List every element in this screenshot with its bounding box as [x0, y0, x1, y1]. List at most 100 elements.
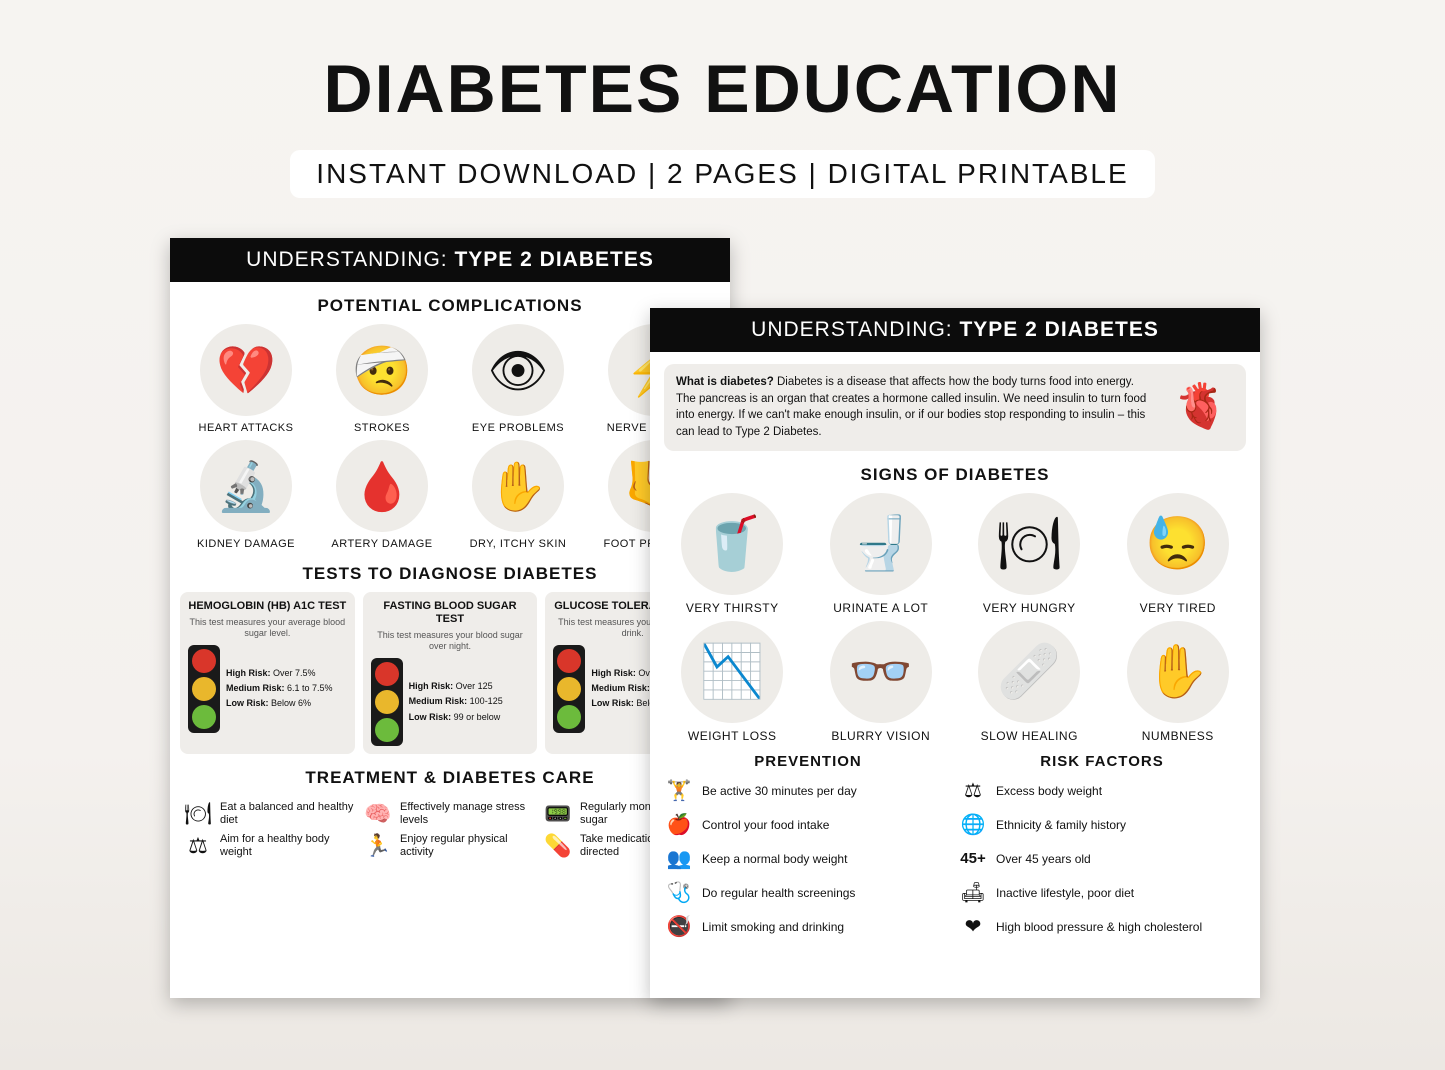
subtitle-pill: INSTANT DOWNLOAD | 2 PAGES | DIGITAL PRI…	[290, 150, 1154, 198]
treat-icon: 💊	[544, 832, 572, 860]
header-bold: TYPE 2 DIABETES	[959, 318, 1158, 341]
signs-grid: 🥤 VERY THIRSTY 🚽 URINATE A LOT 🍽 VERY HU…	[650, 493, 1260, 743]
sign-6: 🩹 SLOW HEALING	[957, 621, 1102, 743]
treat-item-1: 🧠 Effectively manage stress levels	[364, 800, 536, 828]
complication-6-icon: ✋	[472, 440, 564, 532]
traffic-light-icon	[188, 645, 220, 733]
complications-title: POTENTIAL COMPLICATIONS	[170, 296, 730, 316]
risk-item-4-icon: ❤	[960, 914, 986, 940]
prevention-item-4-text: Limit smoking and drinking	[702, 920, 844, 934]
prevention-item-3-text: Do regular health screenings	[702, 886, 855, 900]
prevention-item-1-icon: 🍎	[666, 812, 692, 838]
risk-item-0-icon: ⚖	[960, 778, 986, 804]
treat-icon: 🧠	[364, 800, 392, 828]
complication-2-icon: 👁	[472, 324, 564, 416]
sign-3: 😓 VERY TIRED	[1106, 493, 1251, 615]
complication-5: 🩸 ARTERY DAMAGE	[316, 440, 448, 550]
treat-text: Enjoy regular physical activity	[400, 833, 536, 859]
risk-item-1: 🌐 Ethnicity & family history	[960, 812, 1244, 838]
page-2: UNDERSTANDING: TYPE 2 DIABETES What is d…	[650, 308, 1260, 998]
sign-5-icon: 👓	[830, 621, 932, 723]
risk-lines: High Risk: Over 7.5% Medium Risk: 6.1 to…	[226, 666, 333, 712]
prevention-item-2-icon: 👥	[666, 846, 692, 872]
complication-1-icon: 🤕	[336, 324, 428, 416]
treat-item-3: ⚖ Aim for a healthy body weight	[184, 832, 356, 860]
risk-item-3-icon: 🛋	[960, 880, 986, 906]
treat-text: Eat a balanced and healthy diet	[220, 801, 356, 827]
complication-0-icon: 💔	[200, 324, 292, 416]
prevention-item-4: 🚭 Limit smoking and drinking	[666, 914, 950, 940]
tests-title: TESTS TO DIAGNOSE DIABETES	[170, 564, 730, 584]
signs-title: SIGNS OF DIABETES	[650, 465, 1260, 485]
risk-item-4-text: High blood pressure & high cholesterol	[996, 920, 1202, 934]
sign-7-label: NUMBNESS	[1106, 729, 1251, 743]
risk-item-2-text: Over 45 years old	[996, 852, 1091, 866]
complication-0: 💔 HEART ATTACKS	[180, 324, 312, 434]
sign-2-icon: 🍽	[978, 493, 1080, 595]
sign-4-label: WEIGHT LOSS	[660, 729, 805, 743]
sign-1-label: URINATE A LOT	[809, 601, 954, 615]
header-thin: UNDERSTANDING:	[751, 318, 952, 341]
pages-stage: UNDERSTANDING: TYPE 2 DIABETES POTENTIAL…	[130, 238, 1315, 1018]
sign-4-icon: 📉	[681, 621, 783, 723]
prevention-item-0-icon: 🏋	[666, 778, 692, 804]
sign-0: 🥤 VERY THIRSTY	[660, 493, 805, 615]
complication-1: 🤕 STROKES	[316, 324, 448, 434]
treat-icon: 📟	[544, 800, 572, 828]
treat-icon: ⚖	[184, 832, 212, 860]
treat-icon: 🍽	[184, 800, 212, 828]
complication-1-label: STROKES	[316, 422, 448, 434]
sign-4: 📉 WEIGHT LOSS	[660, 621, 805, 743]
prevention-col: PREVENTION 🏋 Be active 30 minutes per da…	[666, 743, 950, 948]
sign-5: 👓 BLURRY VISION	[809, 621, 954, 743]
prevention-item-0: 🏋 Be active 30 minutes per day	[666, 778, 950, 804]
sign-1: 🚽 URINATE A LOT	[809, 493, 954, 615]
risk-item-4: ❤ High blood pressure & high cholesterol	[960, 914, 1244, 940]
traffic-light-icon	[371, 658, 403, 746]
sign-2-label: VERY HUNGRY	[957, 601, 1102, 615]
page-1-header: UNDERSTANDING: TYPE 2 DIABETES	[170, 238, 730, 282]
header-thin: UNDERSTANDING:	[246, 248, 447, 271]
product-mockup: DIABETES EDUCATION INSTANT DOWNLOAD | 2 …	[0, 0, 1445, 1070]
prevention-item-2-text: Keep a normal body weight	[702, 852, 847, 866]
complication-0-label: HEART ATTACKS	[180, 422, 312, 434]
complication-6-label: DRY, ITCHY SKIN	[452, 538, 584, 550]
treat-text: Effectively manage stress levels	[400, 801, 536, 827]
risk-lines: High Risk: Over 125 Medium Risk: 100-125…	[409, 679, 503, 725]
prevention-title: PREVENTION	[666, 753, 950, 770]
complication-6: ✋ DRY, ITCHY SKIN	[452, 440, 584, 550]
sign-1-icon: 🚽	[830, 493, 932, 595]
risk-item-1-text: Ethnicity & family history	[996, 818, 1126, 832]
prevention-item-3: 🩺 Do regular health screenings	[666, 880, 950, 906]
sign-3-icon: 😓	[1127, 493, 1229, 595]
prevention-item-4-icon: 🚭	[666, 914, 692, 940]
risk-item-3-text: Inactive lifestyle, poor diet	[996, 886, 1134, 900]
risk-col: RISK FACTORS ⚖ Excess body weight 🌐 Ethn…	[960, 743, 1244, 948]
risk-item-1-icon: 🌐	[960, 812, 986, 838]
page-1: UNDERSTANDING: TYPE 2 DIABETES POTENTIAL…	[170, 238, 730, 998]
intro-box: What is diabetes? Diabetes is a disease …	[664, 364, 1246, 451]
sign-0-label: VERY THIRSTY	[660, 601, 805, 615]
prevention-item-1: 🍎 Control your food intake	[666, 812, 950, 838]
complication-5-icon: 🩸	[336, 440, 428, 532]
test-title: FASTING BLOOD SUGAR TEST	[371, 600, 530, 626]
sign-3-label: VERY TIRED	[1106, 601, 1251, 615]
treat-item-4: 🏃 Enjoy regular physical activity	[364, 832, 536, 860]
test-desc: This test measures your average blood su…	[188, 617, 347, 639]
sign-6-label: SLOW HEALING	[957, 729, 1102, 743]
prevention-item-1-text: Control your food intake	[702, 818, 829, 832]
pancreas-icon: 🫀	[1166, 377, 1236, 437]
test-card-1: FASTING BLOOD SUGAR TEST This test measu…	[363, 592, 538, 754]
prevention-item-2: 👥 Keep a normal body weight	[666, 846, 950, 872]
sign-7: ✋ NUMBNESS	[1106, 621, 1251, 743]
test-desc: This test measures your blood sugar over…	[371, 630, 530, 652]
treat-text: Aim for a healthy body weight	[220, 833, 356, 859]
test-title: HEMOGLOBIN (HB) A1C TEST	[188, 600, 347, 613]
treat-item-0: 🍽 Eat a balanced and healthy diet	[184, 800, 356, 828]
sign-7-icon: ✋	[1127, 621, 1229, 723]
prevention-risk-columns: PREVENTION 🏋 Be active 30 minutes per da…	[650, 743, 1260, 958]
complication-4-label: KIDNEY DAMAGE	[180, 538, 312, 550]
complications-grid: 💔 HEART ATTACKS 🤕 STROKES 👁 EYE PROBLEMS…	[170, 324, 730, 550]
test-card-0: HEMOGLOBIN (HB) A1C TEST This test measu…	[180, 592, 355, 754]
main-title: DIABETES EDUCATION	[130, 50, 1315, 128]
